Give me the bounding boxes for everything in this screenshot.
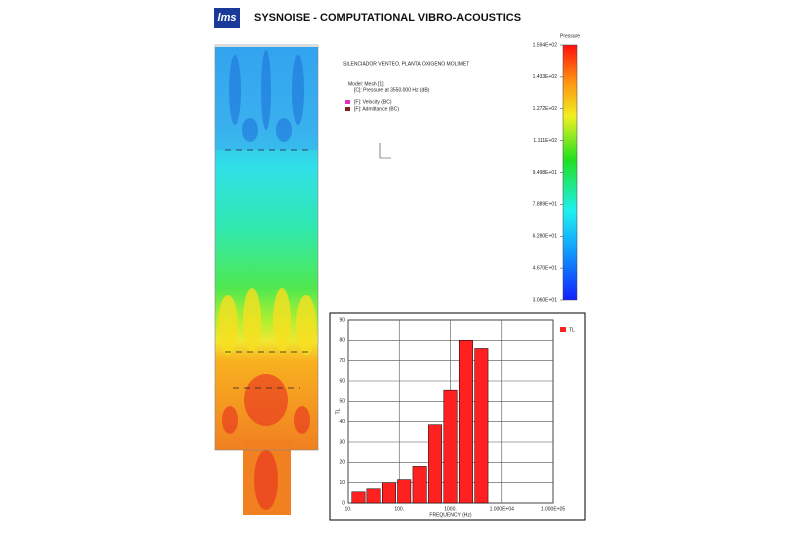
bc1-label: [F]: Velocity (BC) [354, 99, 392, 105]
logo-box [214, 8, 240, 28]
colorbar-label: Pressure [560, 33, 580, 39]
bar [382, 482, 396, 504]
legend-swatch [560, 327, 566, 332]
bar [351, 491, 366, 504]
colorbar-tick-label: 4.670E+01 [533, 265, 558, 271]
colorbar [562, 44, 578, 301]
colorbar-tick-label: 9.498E+01 [533, 170, 558, 176]
header-title: SYSNOISE - COMPUTATIONAL VIBRO-ACOUSTICS [254, 12, 521, 24]
model-title: SILENCIADOR VENTEO, PLANTA OXIGENO MOLIM… [343, 61, 469, 67]
bc2-label: [F]: Admittance (BC) [354, 106, 399, 112]
colorbar-tick-label: 7.889E+01 [533, 202, 558, 208]
y-tick-label: 40 [339, 419, 345, 425]
x-tick-label: 10. [345, 506, 352, 512]
y-tick-label: 60 [339, 378, 345, 384]
colorbar-tick-label: 1.111E+02 [533, 138, 557, 144]
colorbar-tick-label: 6.280E+01 [533, 234, 558, 240]
legend-label: TL [569, 327, 575, 333]
y-tick-label: 50 [339, 399, 345, 405]
axis-triad [379, 143, 391, 159]
x-axis-label: FREQUENCY (Hz) [429, 512, 471, 518]
y-tick-label: 0 [342, 500, 345, 506]
colorbar-tick-label: 1.433E+02 [533, 74, 558, 80]
result-label: [C]: Pressure at 3550.000 Hz (dB) [354, 87, 430, 93]
x-tick-label: 1.000E+05 [541, 506, 566, 512]
bar [428, 424, 443, 504]
model-label: Model: Mesh [1] [348, 81, 384, 87]
x-tick-label: 100. [394, 506, 404, 512]
bc1-swatch [345, 100, 350, 104]
logo: lms [218, 12, 237, 24]
y-tick-label: 20 [339, 460, 345, 466]
x-tick-label: 1.000E+04 [490, 506, 515, 512]
y-tick-label: 70 [339, 358, 345, 364]
bar [458, 340, 473, 504]
y-axis-label: TL [335, 408, 341, 414]
y-tick-label: 80 [339, 338, 345, 344]
bar [366, 488, 381, 504]
y-tick-label: 10 [339, 480, 345, 486]
bar [474, 348, 489, 504]
y-tick-label: 90 [339, 317, 345, 323]
bc2-swatch [345, 107, 350, 111]
contour-plot [214, 44, 319, 515]
colorbar-tick-label: 1.594E+02 [533, 42, 558, 48]
chart-frame [329, 312, 586, 521]
colorbar-tick-label: 1.272E+02 [533, 106, 558, 112]
y-tick-label: 30 [339, 439, 345, 445]
bar [412, 466, 427, 504]
bar [397, 479, 412, 504]
x-tick-label: 1000. [444, 506, 457, 512]
colorbar-tick-label: 3.060E+01 [533, 297, 558, 303]
bar [443, 389, 458, 504]
